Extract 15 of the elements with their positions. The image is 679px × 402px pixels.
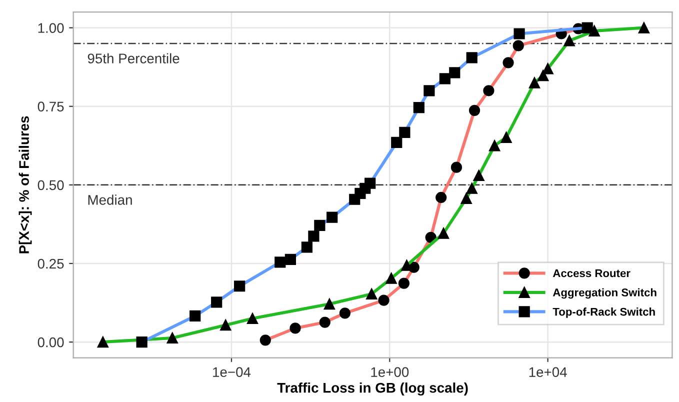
y-axis-title: P[X<x]: % of Failures — [18, 116, 32, 254]
x-tick-label: 1e+04 — [529, 367, 567, 378]
y-tick-label: 0.00 — [38, 337, 64, 348]
legend-label: Top-of-Rack Switch — [552, 308, 655, 318]
y-tick-label: 0.50 — [38, 180, 64, 190]
y-tick-label: 1.00 — [38, 23, 64, 33]
ref-line-label: Median — [88, 194, 132, 205]
x-tick-label: 1e−04 — [213, 367, 251, 378]
ref-line-label: 95th Percentile — [88, 53, 180, 64]
legend-label: Aggregation Switch — [552, 288, 656, 299]
y-tick-label: 0.25 — [38, 258, 64, 269]
x-axis-title: Traffic Loss in GB (log scale) — [277, 382, 468, 396]
legend-label: Access Router — [552, 269, 630, 278]
y-tick-label: 0.75 — [38, 102, 64, 112]
x-tick-label: 1e+00 — [371, 367, 409, 378]
